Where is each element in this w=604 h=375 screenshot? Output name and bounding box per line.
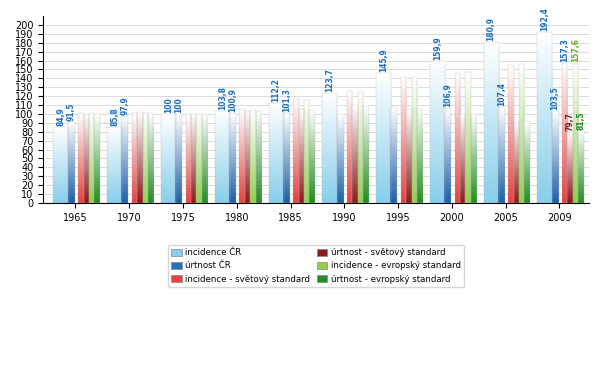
Text: 145,9: 145,9 — [379, 48, 388, 72]
Bar — [363, 106, 368, 203]
Bar — [107, 127, 122, 203]
Bar — [358, 92, 363, 203]
Bar — [406, 109, 411, 203]
Bar — [336, 114, 344, 203]
Bar — [524, 121, 530, 203]
Bar — [148, 113, 153, 203]
Text: 192,4: 192,4 — [541, 7, 550, 31]
Text: 85,8: 85,8 — [111, 107, 119, 126]
Bar — [53, 128, 68, 203]
Bar — [304, 100, 309, 203]
Bar — [347, 91, 352, 203]
Bar — [89, 113, 94, 203]
Text: 123,7: 123,7 — [326, 68, 335, 92]
Bar — [465, 72, 471, 203]
Bar — [390, 107, 397, 203]
Text: 103,8: 103,8 — [218, 86, 226, 109]
Bar — [191, 114, 196, 203]
Legend: incidence ČR, úrtnost ČR, incidence - světový standard, úrtnost - světový standa: incidence ČR, úrtnost ČR, incidence - sv… — [168, 244, 464, 287]
Bar — [352, 105, 358, 203]
Bar — [175, 114, 182, 203]
Text: 100: 100 — [174, 97, 183, 113]
Bar — [417, 109, 422, 203]
Bar — [430, 61, 445, 203]
Bar — [455, 73, 460, 203]
Text: 180,9: 180,9 — [487, 17, 496, 41]
Bar — [143, 113, 148, 203]
Text: 101,3: 101,3 — [282, 88, 291, 112]
Bar — [551, 111, 559, 203]
Text: 106,9: 106,9 — [443, 83, 452, 107]
Bar — [294, 99, 298, 203]
Bar — [202, 114, 207, 203]
Bar — [283, 113, 290, 203]
Text: 159,9: 159,9 — [433, 36, 442, 60]
Text: 107,4: 107,4 — [497, 82, 506, 106]
Bar — [471, 114, 476, 203]
Bar — [137, 112, 143, 203]
Bar — [245, 111, 250, 203]
Bar — [78, 113, 83, 203]
Bar — [132, 113, 137, 203]
Bar — [568, 132, 573, 203]
Bar — [323, 93, 338, 203]
Text: 100,9: 100,9 — [228, 88, 237, 112]
Bar — [573, 63, 578, 203]
Bar — [509, 65, 514, 203]
Bar — [240, 110, 245, 203]
Bar — [250, 110, 255, 203]
Bar — [498, 107, 505, 203]
Text: 157,6: 157,6 — [571, 38, 580, 62]
Bar — [562, 63, 568, 203]
Text: 79,7: 79,7 — [566, 112, 574, 131]
Text: 81,5: 81,5 — [576, 111, 585, 129]
Text: 112,2: 112,2 — [272, 78, 280, 102]
Bar — [196, 114, 202, 203]
Bar — [376, 73, 391, 203]
Text: 97,9: 97,9 — [120, 96, 129, 115]
Bar — [161, 114, 176, 203]
Text: 103,5: 103,5 — [551, 86, 560, 110]
Bar — [185, 114, 191, 203]
Bar — [444, 108, 451, 203]
Bar — [298, 110, 304, 203]
Bar — [121, 116, 129, 203]
Text: 91,5: 91,5 — [66, 102, 76, 121]
Bar — [401, 78, 406, 203]
Text: 100: 100 — [164, 97, 173, 113]
Bar — [255, 111, 261, 203]
Bar — [229, 113, 236, 203]
Bar — [83, 114, 89, 203]
Bar — [411, 76, 417, 203]
Bar — [460, 114, 465, 203]
Bar — [309, 110, 315, 203]
Text: 157,3: 157,3 — [561, 38, 570, 62]
Bar — [514, 123, 519, 203]
Bar — [538, 32, 553, 203]
Bar — [578, 130, 583, 203]
Bar — [269, 103, 284, 203]
Bar — [215, 111, 230, 203]
Bar — [94, 114, 100, 203]
Bar — [68, 122, 75, 203]
Bar — [519, 64, 524, 203]
Text: 84,9: 84,9 — [56, 108, 65, 126]
Bar — [484, 42, 499, 203]
